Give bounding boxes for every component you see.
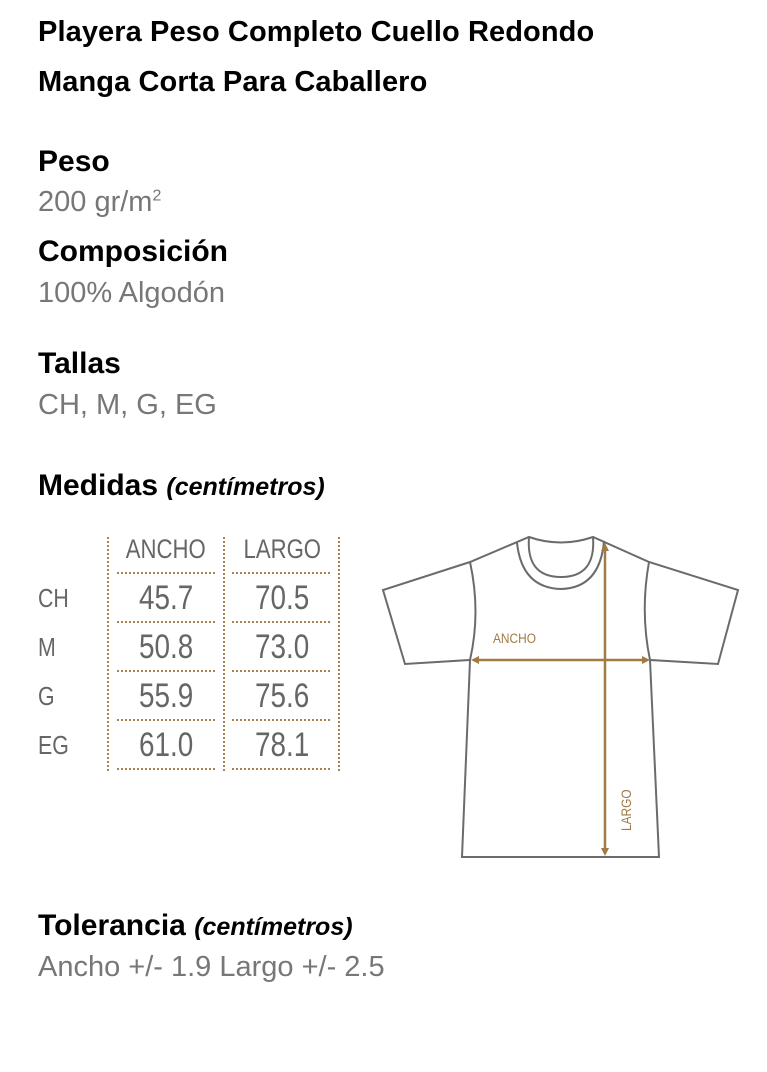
- medidas-heading: Medidas (centímetros): [38, 469, 325, 503]
- size-label: G: [38, 681, 58, 712]
- divider: [232, 768, 330, 770]
- arrow-head-icon: [642, 656, 650, 664]
- divider: [117, 719, 215, 721]
- ancho-text: 61.0: [138, 726, 194, 764]
- largo-value: 70.5: [232, 579, 332, 618]
- divider: [117, 621, 215, 623]
- largo-value: 78.1: [232, 726, 332, 765]
- right-sleeve-seam: [643, 561, 651, 661]
- header-largo-text: LARGO: [243, 534, 321, 564]
- left-sleeve-seam: [469, 561, 477, 661]
- tallas-value: CH, M, G, EG: [38, 389, 217, 421]
- largo-text: 73.0: [254, 628, 310, 666]
- medidas-unit: (centímetros): [166, 473, 325, 501]
- collar-inner: [527, 536, 595, 579]
- divider: [338, 537, 340, 771]
- divider: [232, 572, 330, 574]
- tallas-label: Tallas: [38, 347, 121, 380]
- ancho-value: 45.7: [116, 579, 216, 618]
- ancho-value: 61.0: [116, 726, 216, 765]
- peso-label: Peso: [38, 145, 110, 178]
- tshirt-outline: [381, 535, 740, 858]
- product-title-line2: Manga Corta Para Caballero: [38, 66, 428, 98]
- arrow-head-icon: [601, 848, 609, 856]
- divider: [107, 537, 109, 771]
- size-label: CH: [38, 583, 76, 614]
- size-label: M: [38, 632, 60, 663]
- ancho-text: 45.7: [138, 579, 194, 617]
- arrow-head-icon: [471, 656, 479, 664]
- divider: [117, 768, 215, 770]
- size-text: CH: [38, 583, 69, 613]
- header-ancho: ANCHO: [116, 534, 216, 565]
- size-text: EG: [38, 730, 69, 760]
- arrow-head-icon: [601, 543, 609, 551]
- measure-arrows: [471, 543, 650, 856]
- divider: [117, 670, 215, 672]
- divider: [232, 621, 330, 623]
- collar-outer: [516, 540, 605, 591]
- size-text: M: [38, 632, 56, 662]
- largo-value: 73.0: [232, 628, 332, 667]
- header-largo: LARGO: [232, 534, 332, 565]
- tolerancia-label: Tolerancia: [38, 909, 186, 942]
- divider: [232, 719, 330, 721]
- peso-value: 200 gr/m2: [38, 186, 161, 219]
- largo-text: 70.5: [254, 579, 310, 617]
- ancho-diagram-label: ANCHO: [493, 630, 536, 646]
- tolerancia-value: Ancho +/- 1.9 Largo +/- 2.5: [38, 951, 385, 983]
- header-ancho-text: ANCHO: [126, 534, 206, 564]
- size-label: EG: [38, 730, 76, 761]
- composicion-value: 100% Algodón: [38, 277, 226, 309]
- ancho-value: 55.9: [116, 677, 216, 716]
- largo-value: 75.6: [232, 677, 332, 716]
- largo-text: 75.6: [254, 677, 310, 715]
- divider: [223, 537, 225, 771]
- tolerancia-heading: Tolerancia (centímetros): [38, 909, 353, 943]
- size-text: G: [38, 681, 55, 711]
- ancho-text: 55.9: [138, 677, 194, 715]
- divider: [232, 670, 330, 672]
- largo-diagram-label: LARGO: [618, 789, 634, 831]
- ancho-text: 50.8: [138, 628, 194, 666]
- ancho-value: 50.8: [116, 628, 216, 667]
- divider: [117, 572, 215, 574]
- tolerancia-unit: (centímetros): [194, 913, 353, 941]
- peso-superscript: 2: [152, 187, 162, 205]
- product-title-line1: Playera Peso Completo Cuello Redondo: [38, 16, 595, 48]
- tshirt-body: [381, 535, 740, 858]
- composicion-label: Composición: [38, 235, 229, 268]
- medidas-label: Medidas: [38, 469, 159, 502]
- largo-text: 78.1: [254, 726, 310, 764]
- peso-value-text: 200 gr/m: [38, 186, 153, 218]
